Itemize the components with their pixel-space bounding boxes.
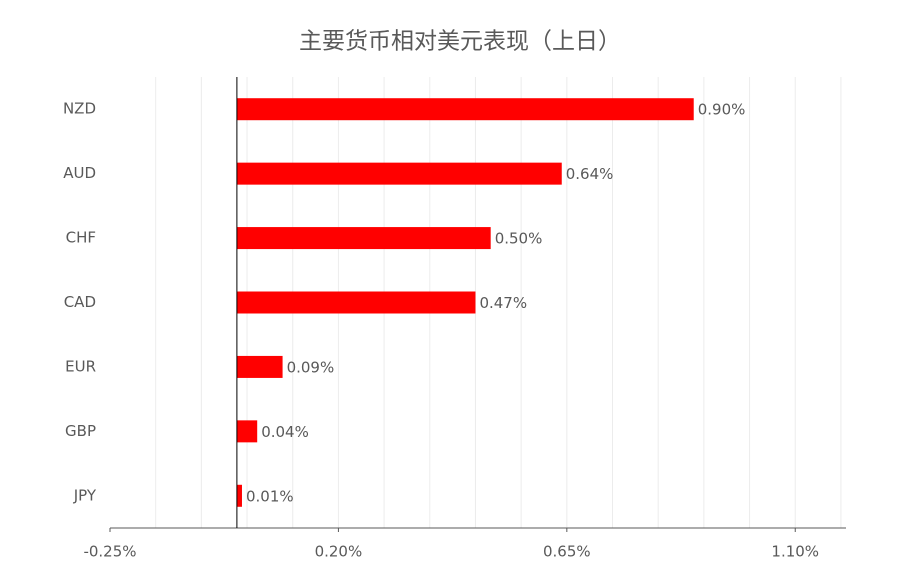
y-tick-label: AUD <box>63 164 96 182</box>
chart-title: 主要货币相对美元表现（上日） <box>299 29 621 55</box>
data-label: 0.47% <box>479 294 527 312</box>
y-tick-label: EUR <box>65 357 96 375</box>
bar <box>236 98 694 121</box>
bar <box>236 484 242 507</box>
y-tick-label: CHF <box>66 229 96 247</box>
y-tick-label: JPY <box>73 486 97 504</box>
data-label: 0.04% <box>261 423 309 441</box>
y-tick-label: CAD <box>64 293 96 311</box>
x-tick-label: 0.65% <box>543 543 591 561</box>
x-tick-label: 0.20% <box>315 543 363 561</box>
data-label: 0.01% <box>246 487 294 505</box>
bar <box>236 227 491 250</box>
bar <box>236 420 258 443</box>
y-tick-label: GBP <box>65 422 96 440</box>
x-tick-label: 1.10% <box>771 543 819 561</box>
y-tick-label: NZD <box>63 100 96 118</box>
x-tick-label: -0.25% <box>83 543 136 561</box>
data-label: 0.50% <box>495 230 543 248</box>
bar <box>236 291 476 314</box>
data-label: 0.09% <box>287 358 335 376</box>
data-label: 0.64% <box>566 165 614 183</box>
data-label: 0.90% <box>698 101 746 119</box>
bar <box>236 162 562 185</box>
bar <box>236 355 283 378</box>
